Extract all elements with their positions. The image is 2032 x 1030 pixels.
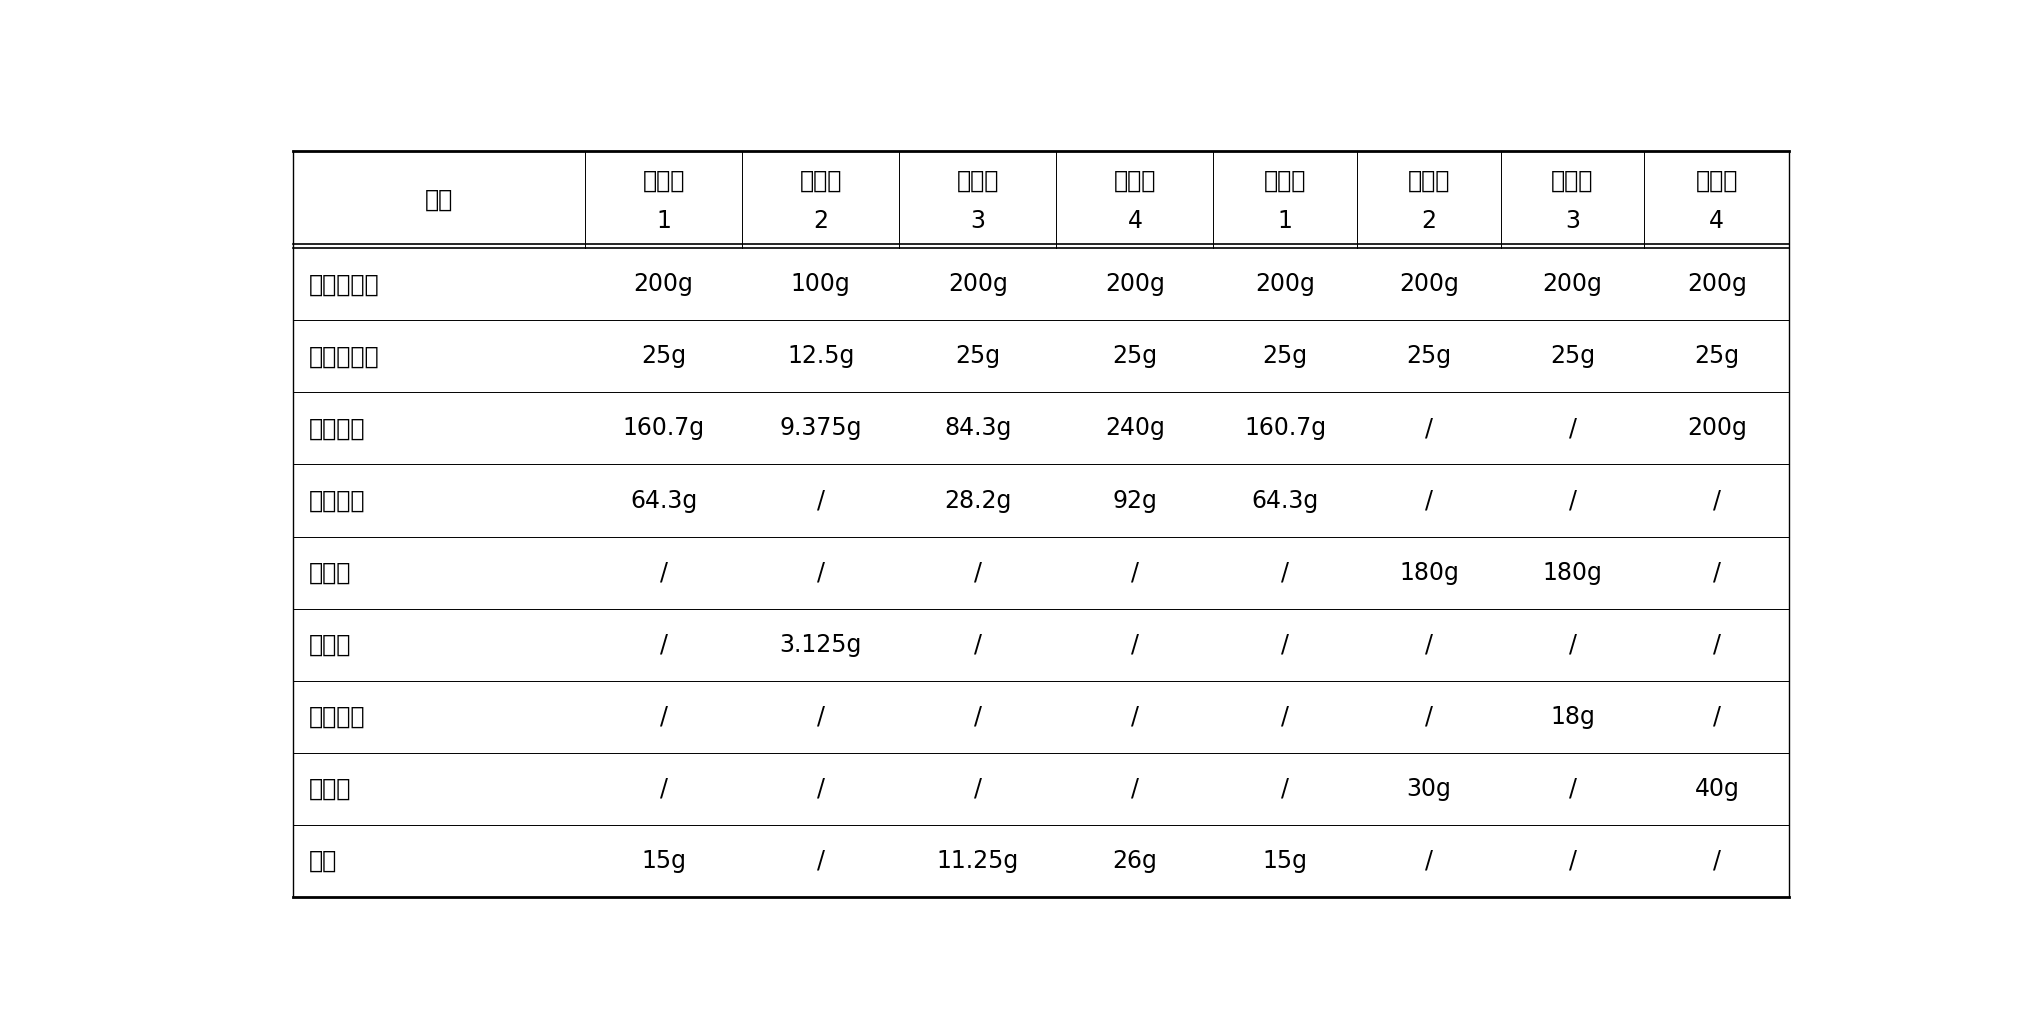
Text: 200g: 200g <box>947 272 1008 297</box>
Text: /: / <box>660 705 669 728</box>
Text: 25g: 25g <box>1112 344 1158 369</box>
Text: 18g: 18g <box>1550 705 1595 728</box>
Text: /: / <box>817 560 825 585</box>
Text: 乳糖: 乳糖 <box>309 849 337 872</box>
Text: 100g: 100g <box>790 272 851 297</box>
Text: 200g: 200g <box>1105 272 1164 297</box>
Text: /: / <box>1132 705 1138 728</box>
Text: 实施例: 实施例 <box>1114 169 1156 193</box>
Text: /: / <box>973 560 981 585</box>
Text: 25g: 25g <box>1550 344 1595 369</box>
Text: /: / <box>1713 849 1721 872</box>
Text: /: / <box>1424 849 1433 872</box>
Text: 3: 3 <box>1565 209 1581 233</box>
Text: 实施例: 实施例 <box>957 169 1000 193</box>
Text: 11.25g: 11.25g <box>937 849 1018 872</box>
Text: /: / <box>1282 632 1288 657</box>
Text: /: / <box>1424 632 1433 657</box>
Text: 200g: 200g <box>634 272 693 297</box>
Text: 200g: 200g <box>1398 272 1459 297</box>
Text: 40g: 40g <box>1695 777 1739 800</box>
Text: /: / <box>660 777 669 800</box>
Text: 12.5g: 12.5g <box>786 344 853 369</box>
Text: /: / <box>1282 705 1288 728</box>
Text: 对比例: 对比例 <box>1550 169 1593 193</box>
Text: 对比例: 对比例 <box>1408 169 1451 193</box>
Text: 2: 2 <box>813 209 829 233</box>
Text: 牛胆酸钠: 牛胆酸钠 <box>309 488 366 513</box>
Text: /: / <box>817 705 825 728</box>
Text: 160.7g: 160.7g <box>1244 416 1327 441</box>
Text: /: / <box>1713 488 1721 513</box>
Text: 大豆磷脂: 大豆磷脂 <box>309 416 366 441</box>
Text: /: / <box>1282 560 1288 585</box>
Text: /: / <box>1569 632 1577 657</box>
Text: /: / <box>1713 560 1721 585</box>
Text: /: / <box>1132 632 1138 657</box>
Text: /: / <box>1569 416 1577 441</box>
Text: 实施例: 实施例 <box>642 169 685 193</box>
Text: /: / <box>817 849 825 872</box>
Text: 3: 3 <box>971 209 986 233</box>
Text: /: / <box>1569 849 1577 872</box>
Text: 2: 2 <box>1420 209 1437 233</box>
Text: 240g: 240g <box>1105 416 1164 441</box>
Text: 200g: 200g <box>1542 272 1603 297</box>
Text: /: / <box>973 632 981 657</box>
Text: /: / <box>817 488 825 513</box>
Text: 64.3g: 64.3g <box>1252 488 1319 513</box>
Text: 25g: 25g <box>1695 344 1739 369</box>
Text: 200g: 200g <box>1687 272 1748 297</box>
Text: 180g: 180g <box>1542 560 1603 585</box>
Text: /: / <box>1132 560 1138 585</box>
Text: 64.3g: 64.3g <box>630 488 697 513</box>
Text: 30g: 30g <box>1406 777 1451 800</box>
Text: 28.2g: 28.2g <box>945 488 1012 513</box>
Text: 200g: 200g <box>1687 416 1748 441</box>
Text: 160.7g: 160.7g <box>622 416 705 441</box>
Text: 200g: 200g <box>1256 272 1315 297</box>
Text: 26g: 26g <box>1112 849 1158 872</box>
Text: 对比例: 对比例 <box>1695 169 1737 193</box>
Text: /: / <box>973 705 981 728</box>
Text: /: / <box>1282 777 1288 800</box>
Text: 脑磷脂: 脑磷脂 <box>309 560 352 585</box>
Text: /: / <box>1424 488 1433 513</box>
Text: 3.125g: 3.125g <box>780 632 862 657</box>
Text: /: / <box>660 560 669 585</box>
Text: 实施例: 实施例 <box>799 169 841 193</box>
Text: 9.375g: 9.375g <box>780 416 862 441</box>
Text: 4: 4 <box>1128 209 1142 233</box>
Text: /: / <box>1569 777 1577 800</box>
Text: 硬脂酸胺: 硬脂酸胺 <box>309 705 366 728</box>
Text: 84.3g: 84.3g <box>945 416 1012 441</box>
Text: /: / <box>973 777 981 800</box>
Text: 25g: 25g <box>1262 344 1309 369</box>
Text: 胆固醇: 胆固醇 <box>309 777 352 800</box>
Text: 十八胺: 十八胺 <box>309 632 352 657</box>
Text: 180g: 180g <box>1398 560 1459 585</box>
Text: /: / <box>1569 488 1577 513</box>
Text: 92g: 92g <box>1112 488 1158 513</box>
Text: 哌拉西林钠: 哌拉西林钠 <box>309 272 380 297</box>
Text: 25g: 25g <box>640 344 687 369</box>
Text: 1: 1 <box>656 209 671 233</box>
Text: 25g: 25g <box>955 344 1000 369</box>
Text: 对比例: 对比例 <box>1264 169 1307 193</box>
Text: 1: 1 <box>1278 209 1292 233</box>
Text: 15g: 15g <box>642 849 687 872</box>
Text: /: / <box>660 632 669 657</box>
Text: 25g: 25g <box>1406 344 1451 369</box>
Text: 15g: 15g <box>1262 849 1309 872</box>
Text: 4: 4 <box>1709 209 1725 233</box>
Text: 成分: 成分 <box>425 187 453 212</box>
Text: /: / <box>817 777 825 800</box>
Text: /: / <box>1424 416 1433 441</box>
Text: /: / <box>1713 705 1721 728</box>
Text: /: / <box>1424 705 1433 728</box>
Text: /: / <box>1713 632 1721 657</box>
Text: 他唑巴坦钠: 他唑巴坦钠 <box>309 344 380 369</box>
Text: /: / <box>1132 777 1138 800</box>
